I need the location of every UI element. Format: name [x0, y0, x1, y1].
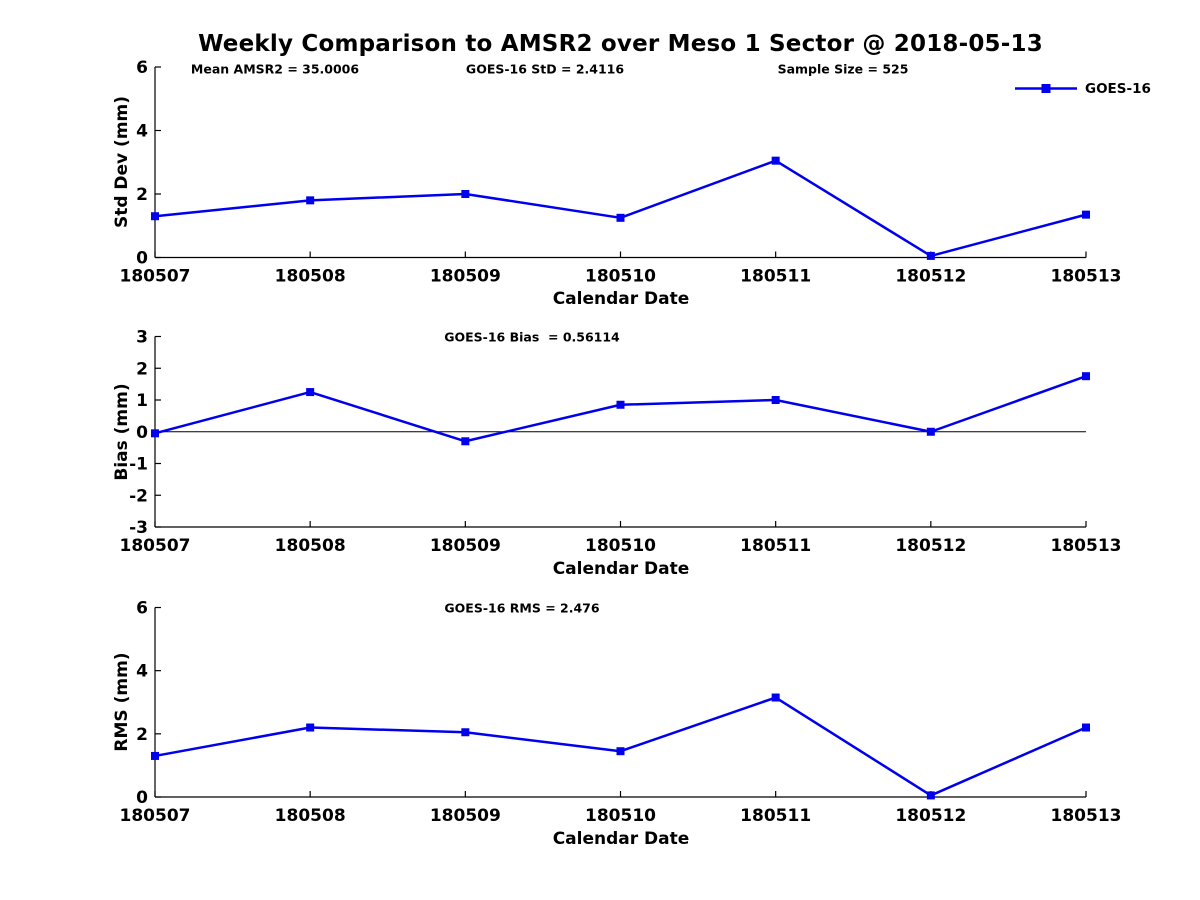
- subplot-3-series-line: [153, 696, 1088, 797]
- x-tick-label: 180512: [895, 806, 966, 826]
- y-tick-label: 0: [136, 788, 148, 808]
- x-tick-label: 180512: [895, 267, 966, 287]
- x-tick-label: 180511: [740, 536, 811, 556]
- y-tick-label: 2: [136, 185, 148, 205]
- x-tick-label: 180509: [430, 267, 501, 287]
- data-point-marker: [151, 212, 159, 221]
- y-axis-label-bias: Bias (mm): [112, 383, 132, 481]
- y-tick-label: -1: [129, 455, 148, 475]
- legend: GOES-16: [1015, 80, 1151, 97]
- y-axis-label-rms: RMS (mm): [112, 652, 132, 752]
- legend-line-marker-icon: [1015, 84, 1077, 93]
- x-tick-label: 180507: [120, 267, 191, 287]
- x-tick-label: 180510: [585, 806, 656, 826]
- x-tick-label: 180510: [585, 267, 656, 287]
- y-tick-label: 2: [136, 359, 148, 379]
- annotation-sample-size: Sample Size = 525: [777, 61, 909, 77]
- x-tick-label: 180508: [275, 267, 346, 287]
- data-point-marker: [461, 437, 470, 446]
- x-tick-label: 180507: [120, 536, 191, 556]
- y-tick-label: 4: [136, 662, 148, 682]
- data-point-marker: [461, 190, 470, 198]
- data-point-marker: [461, 728, 470, 737]
- data-point-marker: [151, 429, 159, 438]
- x-tick-label: 180508: [275, 806, 346, 826]
- y-tick-label: 6: [136, 599, 148, 619]
- x-tick-label: 180511: [740, 267, 811, 287]
- data-point-marker: [926, 427, 935, 436]
- data-point-marker: [771, 693, 780, 702]
- data-point-marker: [616, 747, 625, 756]
- data-point-marker: [306, 196, 315, 205]
- data-point-marker: [306, 388, 315, 397]
- x-tick-label: 180513: [1051, 267, 1122, 287]
- x-tick-label: 180509: [430, 536, 501, 556]
- y-tick-label: 0: [136, 423, 148, 443]
- y-tick-label: -3: [129, 518, 148, 538]
- legend-label: GOES-16: [1085, 80, 1151, 97]
- x-axis-label-3: Calendar Date: [552, 829, 690, 849]
- y-tick-label: 1: [136, 391, 148, 411]
- data-point-marker: [616, 213, 625, 222]
- data-point-marker: [306, 723, 315, 732]
- annotation-mean-amsr2: Mean AMSR2 = 35.0006: [190, 61, 360, 77]
- x-tick-label: 180513: [1051, 536, 1122, 556]
- data-point-marker: [1082, 372, 1090, 381]
- annotation-goes16-bias: GOES-16 Bias = 0.56114: [444, 329, 620, 345]
- data-point-marker: [1082, 723, 1090, 732]
- x-tick-label: 180509: [430, 806, 501, 826]
- data-point-marker: [771, 396, 780, 404]
- data-point-marker: [1082, 210, 1090, 219]
- x-tick-label: 180510: [585, 536, 656, 556]
- data-point-marker: [926, 791, 935, 800]
- annotation-goes16-std: GOES-16 StD = 2.4116: [465, 61, 625, 77]
- x-axis-label-2: Calendar Date: [552, 559, 690, 579]
- x-tick-label: 180511: [740, 806, 811, 826]
- annotation-goes16-rms: GOES-16 RMS = 2.476: [444, 600, 600, 616]
- x-tick-label: 180513: [1051, 806, 1122, 826]
- y-tick-label: -2: [129, 486, 148, 506]
- y-axis-label-stddev: Std Dev (mm): [112, 95, 132, 229]
- subplot-1-series-line: [153, 159, 1088, 258]
- x-tick-label: 180512: [895, 536, 966, 556]
- y-tick-label: 4: [136, 122, 148, 142]
- data-point-marker: [771, 156, 780, 165]
- data-point-marker: [151, 751, 159, 760]
- x-tick-label: 180508: [275, 536, 346, 556]
- data-point-marker: [616, 400, 625, 409]
- data-point-marker: [926, 251, 935, 260]
- y-tick-label: 6: [136, 58, 148, 78]
- x-tick-label: 180507: [120, 806, 191, 826]
- chart-title: Weekly Comparison to AMSR2 over Meso 1 S…: [198, 31, 1043, 57]
- y-tick-label: 3: [136, 328, 148, 348]
- x-axis-label-1: Calendar Date: [552, 289, 690, 309]
- y-tick-label: 2: [136, 725, 148, 745]
- y-tick-label: 0: [136, 249, 148, 269]
